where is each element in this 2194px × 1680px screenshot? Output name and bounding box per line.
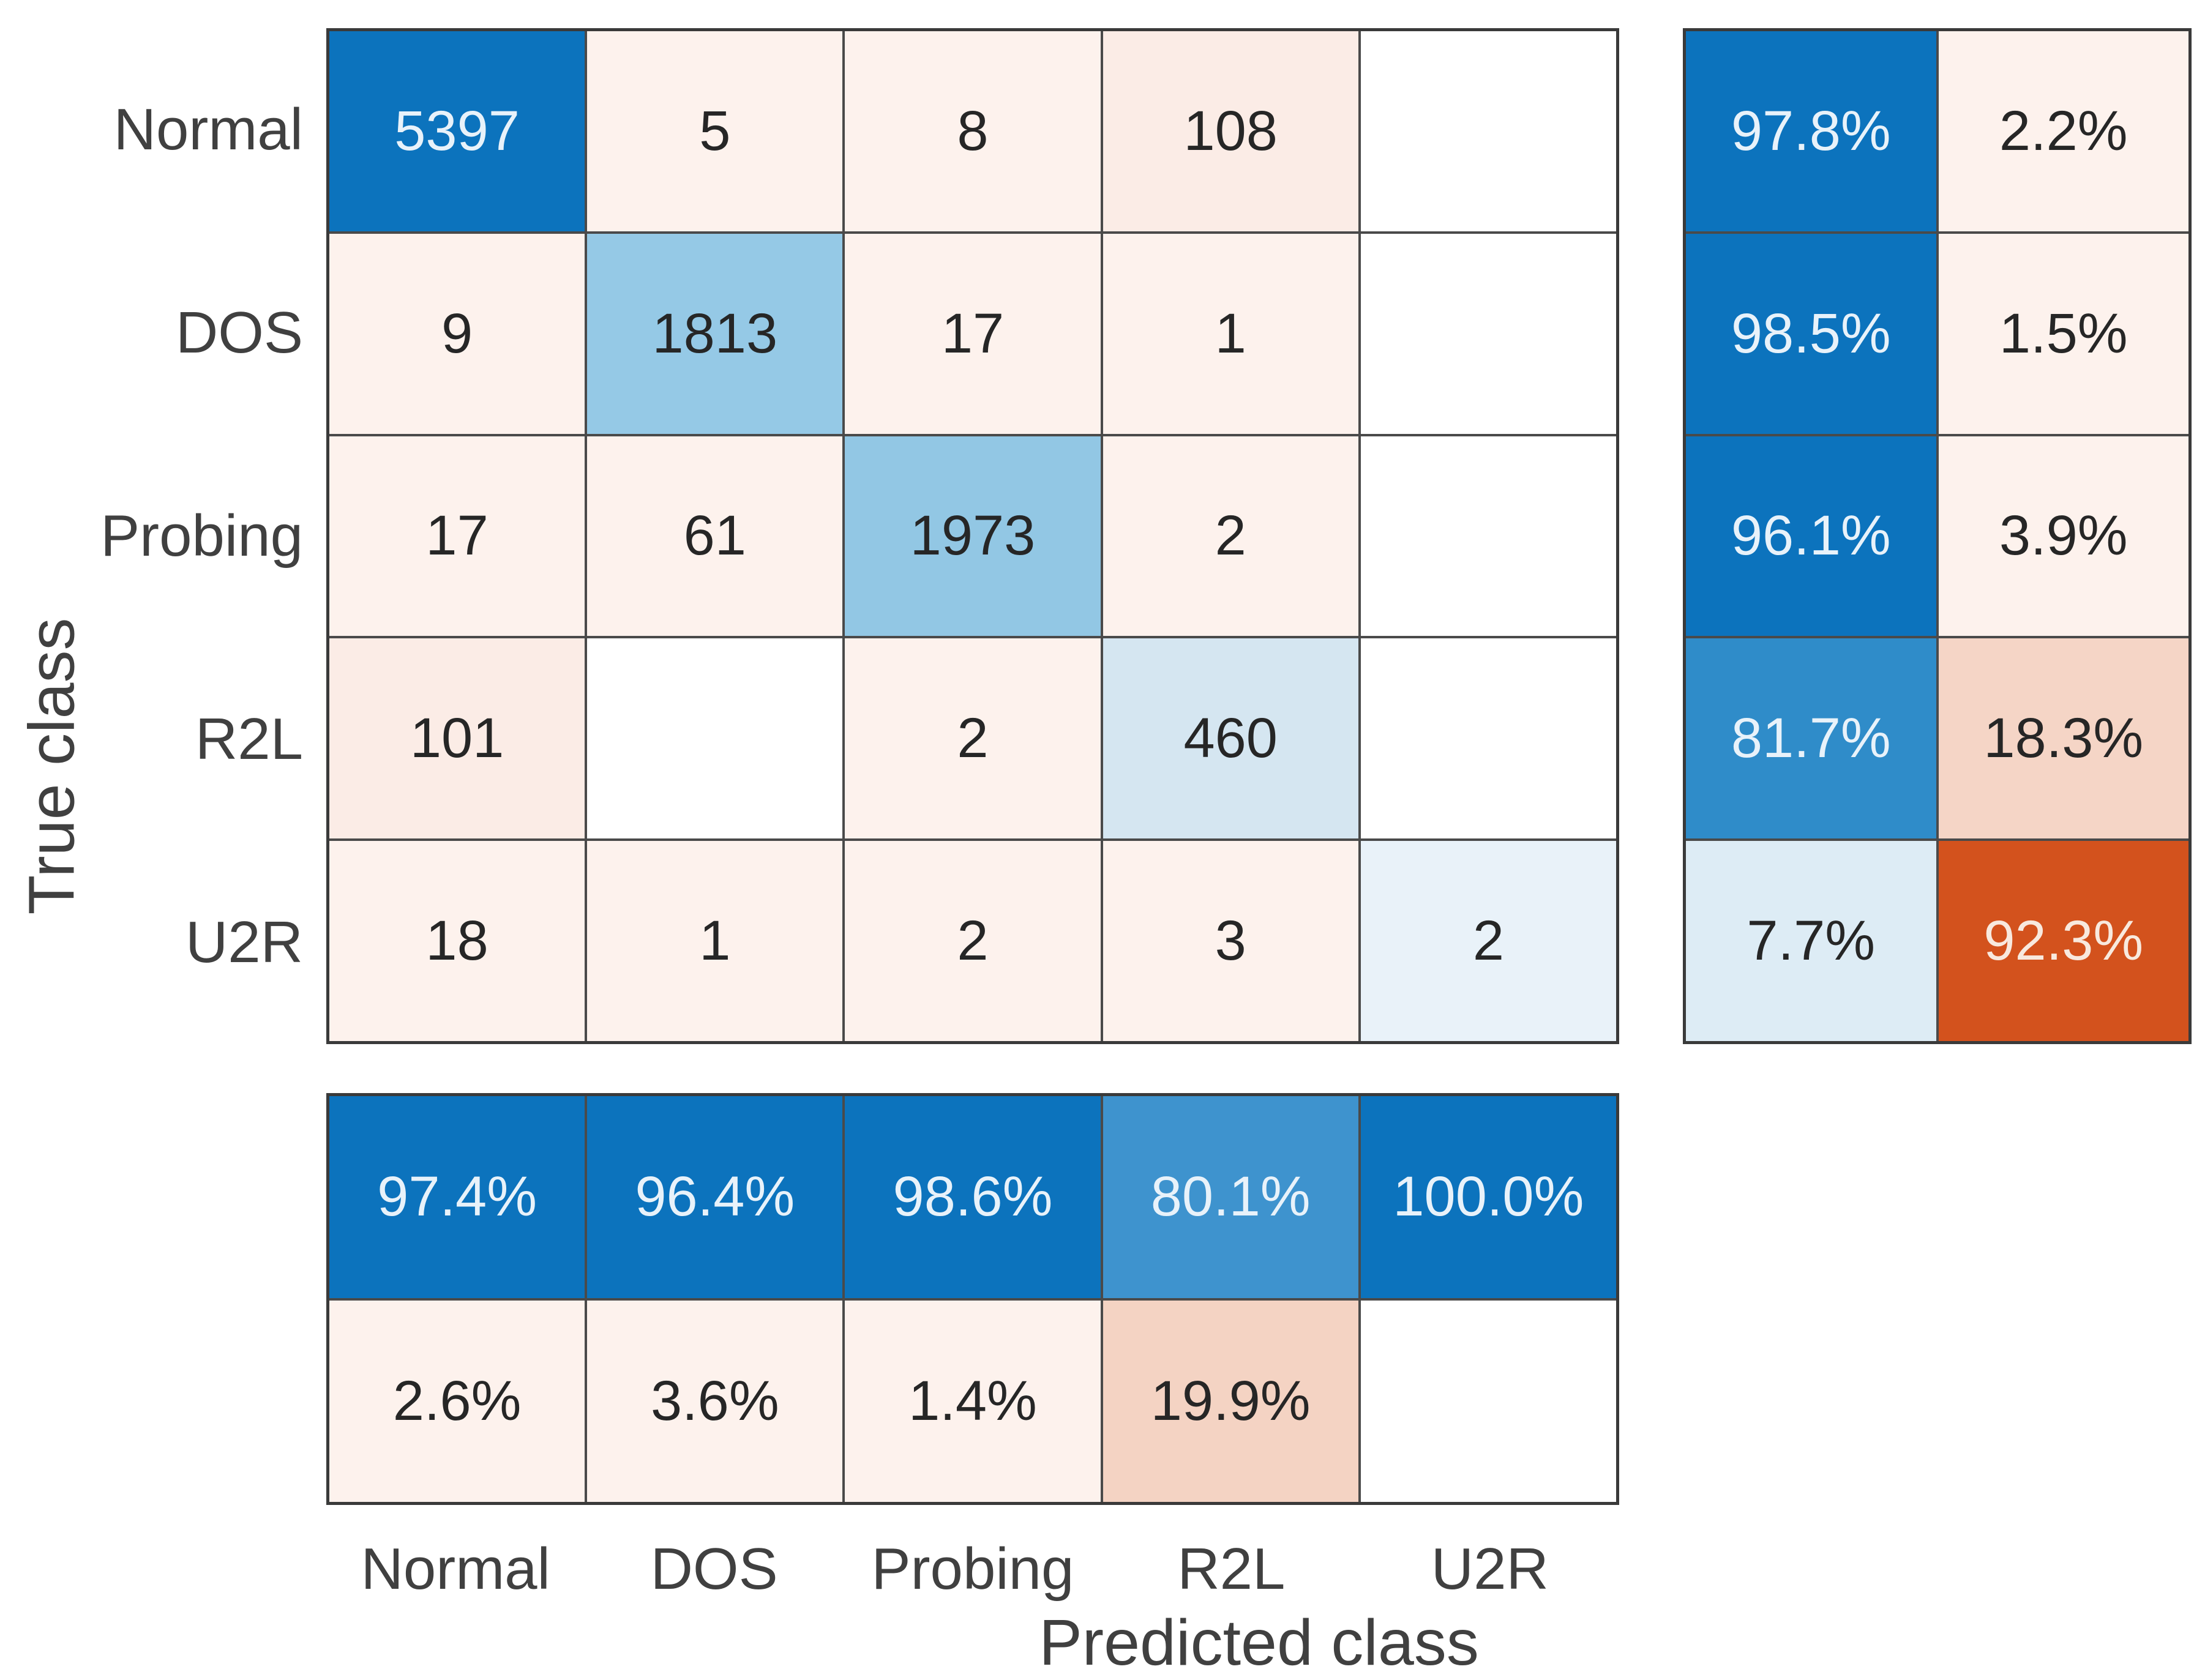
x-tick-label: R2L xyxy=(1177,1536,1286,1602)
row-summary-cell: 7.7% xyxy=(1686,841,1936,1041)
column-summary-cell: 97.4% xyxy=(329,1096,585,1298)
matrix-cell: 8 xyxy=(845,31,1101,231)
y-tick-label: DOS xyxy=(175,300,303,365)
y-tick-label: R2L xyxy=(195,706,303,772)
y-tick-label: Normal xyxy=(113,97,303,162)
matrix-cell: 101 xyxy=(329,638,585,839)
matrix-cell xyxy=(1360,436,1616,637)
row-summary-cell: 96.1% xyxy=(1686,436,1936,637)
matrix-cell: 2 xyxy=(845,841,1101,1041)
matrix-cell: 3 xyxy=(1103,841,1358,1041)
row-summary-cell: 3.9% xyxy=(1938,436,2188,637)
column-summary-cell: 98.6% xyxy=(845,1096,1101,1298)
column-summary-cell: 19.9% xyxy=(1103,1300,1358,1502)
matrix-cell: 17 xyxy=(845,233,1101,434)
matrix-cell: 108 xyxy=(1103,31,1358,231)
row-summary-cell: 81.7% xyxy=(1686,638,1936,839)
matrix-cell: 2 xyxy=(1360,841,1616,1041)
matrix-cell xyxy=(1360,233,1616,434)
column-summary-grid: 97.4% 96.4% 98.6% 80.1% 100.0% 2.6% 3.6% 1.4% 19… xyxy=(326,1093,1619,1505)
confusion-matrix-grid: 5397 5 8 108 9 1813 17 1 17 61 1973 2 101 2 460 18 1 2 3 2 xyxy=(326,28,1619,1044)
matrix-cell: 5 xyxy=(587,31,843,231)
x-tick-label: Normal xyxy=(361,1536,550,1602)
column-summary-cell: 80.1% xyxy=(1103,1096,1358,1298)
column-summary-cell: 3.6% xyxy=(587,1300,843,1502)
matrix-cell: 1 xyxy=(1103,233,1358,434)
matrix-cell: 9 xyxy=(329,233,585,434)
matrix-cell: 2 xyxy=(1103,436,1358,637)
column-summary-cell: 1.4% xyxy=(845,1300,1101,1502)
row-summary-cell: 2.2% xyxy=(1938,31,2188,231)
matrix-cell xyxy=(1360,638,1616,839)
row-summary-cell: 92.3% xyxy=(1938,841,2188,1041)
y-tick-label: U2R xyxy=(185,909,303,975)
matrix-cell: 17 xyxy=(329,436,585,637)
row-summary-cell: 1.5% xyxy=(1938,233,2188,434)
column-summary-cell: 96.4% xyxy=(587,1096,843,1298)
row-summary-grid: 97.8% 2.2% 98.5% 1.5% 96.1% 3.9% 81.7% 18.3% 7.7… xyxy=(1683,28,2192,1044)
x-axis-title: Predicted class xyxy=(1039,1606,1479,1679)
matrix-cell: 61 xyxy=(587,436,843,637)
matrix-cell: 18 xyxy=(329,841,585,1041)
matrix-cell xyxy=(1360,31,1616,231)
matrix-cell: 2 xyxy=(845,638,1101,839)
column-summary-cell: 100.0% xyxy=(1360,1096,1616,1298)
x-tick-label: U2R xyxy=(1431,1536,1549,1602)
matrix-cell xyxy=(587,638,843,839)
row-summary-cell: 18.3% xyxy=(1938,638,2188,839)
column-summary-cell xyxy=(1360,1300,1616,1502)
matrix-cell: 1813 xyxy=(587,233,843,434)
matrix-cell: 460 xyxy=(1103,638,1358,839)
column-summary-cell: 2.6% xyxy=(329,1300,585,1502)
x-tick-label: Probing xyxy=(871,1536,1074,1602)
row-summary-cell: 97.8% xyxy=(1686,31,1936,231)
row-summary-cell: 98.5% xyxy=(1686,233,1936,434)
matrix-cell: 1 xyxy=(587,841,843,1041)
x-tick-label: DOS xyxy=(650,1536,778,1602)
y-tick-label: Probing xyxy=(100,503,303,569)
matrix-cell: 1973 xyxy=(845,436,1101,637)
matrix-cell: 5397 xyxy=(329,31,585,231)
